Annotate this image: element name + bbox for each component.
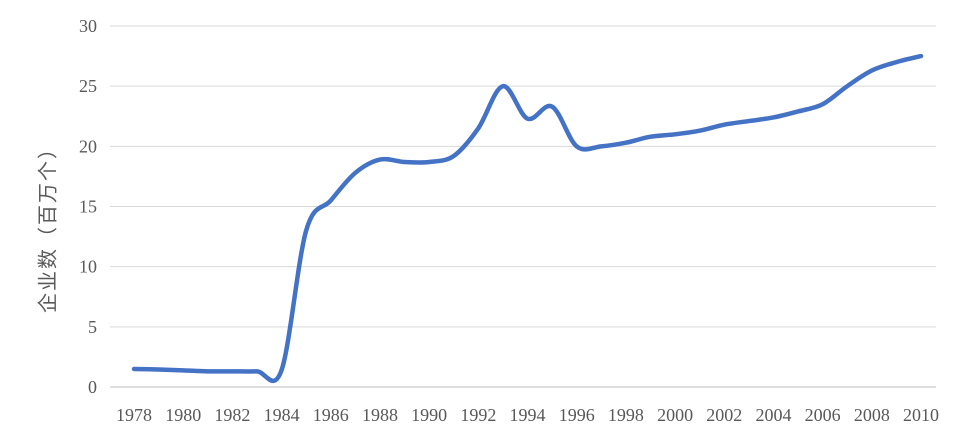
y-tick-label: 10: [79, 257, 97, 277]
x-tick-label: 1988: [362, 405, 398, 425]
x-tick-label: 1998: [608, 405, 644, 425]
y-tick-label: 30: [79, 16, 97, 36]
x-tick-label: 2010: [903, 405, 939, 425]
x-tick-label: 1980: [165, 405, 201, 425]
grid-lines: [110, 25, 936, 328]
series: [131, 53, 924, 384]
x-tick-label: 2002: [706, 405, 742, 425]
x-tick-label: 2000: [657, 405, 693, 425]
x-tick-label: 2006: [805, 405, 841, 425]
y-tick-label: 15: [79, 197, 97, 217]
y-tick-label: 5: [88, 317, 97, 337]
x-tick-label: 1990: [411, 405, 447, 425]
x-tick-labels: 1978 1980 1982 1984 1986 1988 1990 1992 1994 1996…: [116, 405, 939, 425]
y-axis-label: 企业数（百万个）: [35, 137, 60, 313]
x-tick-label: 2008: [854, 405, 890, 425]
y-tick-labels: 0 5 10 15 20 25 30: [79, 16, 97, 397]
y-tick-label: 25: [79, 76, 97, 96]
x-tick-label: 2004: [755, 405, 791, 425]
x-tick-label: 1986: [313, 405, 349, 425]
series-line-0: [131, 53, 924, 384]
x-tick-label: 1984: [264, 405, 300, 425]
x-tick-label: 1982: [214, 405, 250, 425]
x-tick-label: 1992: [460, 405, 496, 425]
x-tick-label: 1978: [116, 405, 152, 425]
x-tick-label: 1994: [510, 405, 546, 425]
y-tick-label: 20: [79, 136, 97, 156]
y-tick-label: 0: [88, 377, 97, 397]
x-tick-label: 1996: [559, 405, 595, 425]
